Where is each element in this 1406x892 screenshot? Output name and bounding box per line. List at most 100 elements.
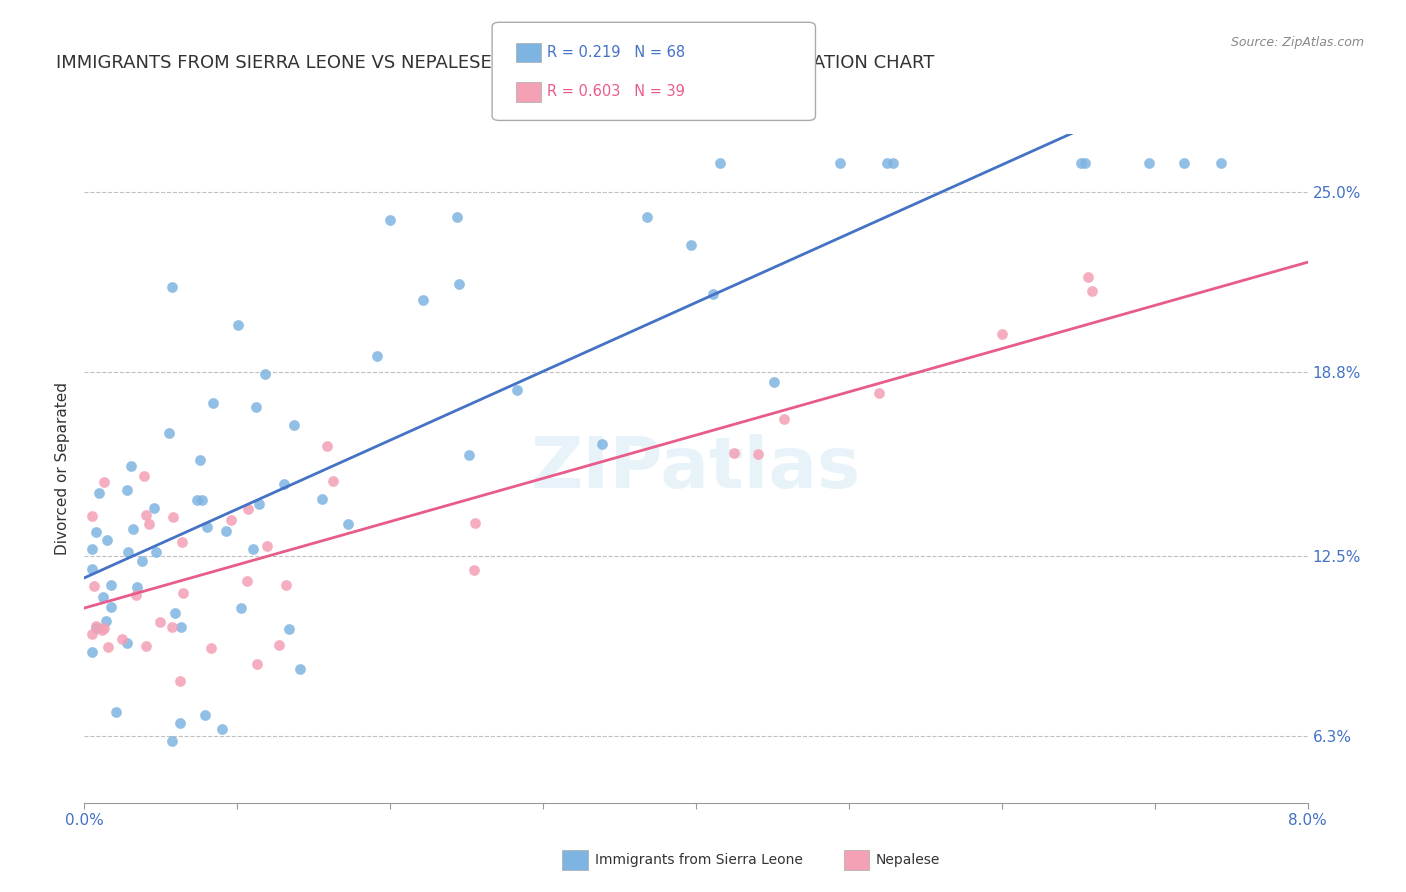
Text: R = 0.603   N = 39: R = 0.603 N = 39	[547, 85, 685, 99]
Point	[366, 349, 388, 363]
Point	[80, 561, 103, 575]
Point	[194, 707, 217, 722]
Point	[868, 386, 890, 401]
Point	[188, 452, 211, 467]
Point	[131, 554, 153, 568]
Point	[412, 293, 434, 307]
Point	[506, 383, 529, 397]
Point	[256, 540, 278, 554]
Point	[882, 156, 904, 170]
Point	[215, 524, 238, 539]
Point	[242, 541, 264, 556]
Point	[80, 645, 103, 659]
Point	[278, 622, 301, 636]
Text: ZIPatlas: ZIPatlas	[531, 434, 860, 503]
Point	[170, 620, 193, 634]
Point	[157, 426, 180, 441]
Point	[96, 533, 118, 547]
Point	[211, 722, 233, 736]
Point	[80, 508, 103, 523]
Point	[162, 733, 184, 747]
Point	[457, 448, 479, 462]
Point	[127, 580, 149, 594]
Point	[449, 277, 471, 292]
Point	[135, 508, 157, 522]
Point	[1209, 156, 1232, 170]
Point	[773, 412, 796, 426]
Point	[93, 621, 115, 635]
Point	[93, 475, 115, 490]
Point	[709, 156, 731, 170]
Point	[245, 400, 267, 414]
Point	[219, 512, 242, 526]
Point	[80, 627, 103, 641]
Point	[591, 436, 613, 450]
Point	[163, 607, 186, 621]
Point	[195, 520, 218, 534]
Point	[236, 574, 259, 588]
Text: Nepalese: Nepalese	[876, 853, 941, 867]
Point	[336, 517, 359, 532]
Point	[723, 446, 745, 460]
Text: R = 0.219   N = 68: R = 0.219 N = 68	[547, 45, 685, 60]
Point	[991, 327, 1014, 342]
Y-axis label: Divorced or Separated: Divorced or Separated	[55, 382, 70, 555]
Point	[135, 639, 157, 653]
Point	[253, 367, 276, 381]
Text: IMMIGRANTS FROM SIERRA LEONE VS NEPALESE DIVORCED OR SEPARATED CORRELATION CHART: IMMIGRANTS FROM SIERRA LEONE VS NEPALESE…	[56, 54, 935, 71]
Point	[90, 624, 112, 638]
Point	[226, 318, 249, 333]
Point	[89, 485, 111, 500]
Point	[104, 706, 127, 720]
Point	[463, 564, 485, 578]
Point	[186, 492, 208, 507]
Point	[91, 591, 114, 605]
Point	[316, 439, 339, 453]
Point	[134, 469, 156, 483]
Point	[201, 396, 224, 410]
Point	[876, 156, 898, 170]
Point	[100, 600, 122, 615]
Point	[269, 638, 291, 652]
Point	[111, 632, 134, 646]
Point	[1139, 156, 1161, 170]
Point	[1077, 269, 1099, 284]
Point	[378, 212, 401, 227]
Point	[283, 418, 305, 433]
Point	[117, 545, 139, 559]
Point	[247, 497, 270, 511]
Point	[1081, 285, 1104, 299]
Point	[149, 615, 172, 629]
Point	[464, 516, 486, 531]
Point	[97, 640, 120, 654]
Point	[80, 541, 103, 556]
Point	[322, 474, 344, 488]
Point	[288, 662, 311, 676]
Point	[84, 618, 107, 632]
Point	[160, 620, 183, 634]
Point	[138, 516, 160, 531]
Point	[169, 673, 191, 688]
Point	[115, 636, 138, 650]
Point	[169, 715, 191, 730]
Point	[191, 492, 214, 507]
Point	[311, 491, 333, 506]
Point	[229, 600, 252, 615]
Point	[121, 522, 143, 536]
Point	[200, 640, 222, 655]
Point	[446, 211, 468, 225]
Point	[1070, 156, 1092, 170]
Point	[762, 375, 785, 389]
Point	[273, 477, 295, 491]
Point	[96, 614, 118, 628]
Point	[120, 459, 142, 474]
Point	[828, 156, 851, 170]
Point	[143, 500, 166, 515]
Point	[679, 237, 702, 252]
Point	[246, 657, 269, 672]
Point	[236, 501, 259, 516]
Point	[1173, 156, 1195, 170]
Point	[117, 483, 139, 497]
Point	[702, 287, 724, 301]
Point	[84, 524, 107, 539]
